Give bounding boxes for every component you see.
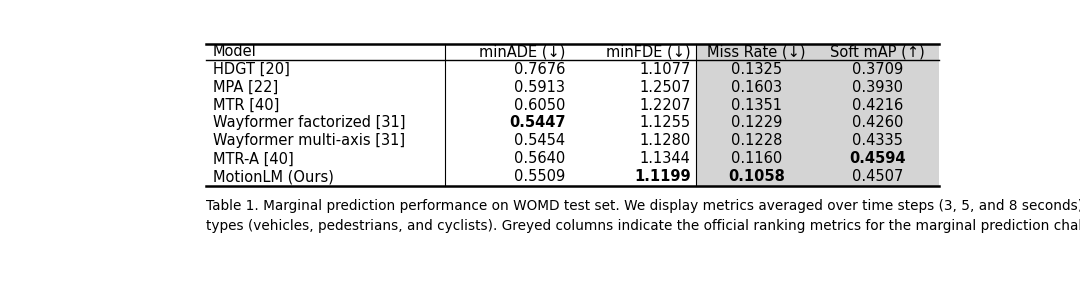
- Text: 0.3709: 0.3709: [852, 62, 904, 77]
- Text: MotionLM (Ours): MotionLM (Ours): [213, 169, 334, 184]
- Text: 1.1255: 1.1255: [639, 116, 691, 131]
- Text: 0.4260: 0.4260: [852, 116, 904, 131]
- Text: Model: Model: [213, 44, 257, 60]
- Text: 0.1351: 0.1351: [731, 98, 782, 113]
- Text: 0.1228: 0.1228: [731, 133, 782, 148]
- Text: 0.1160: 0.1160: [731, 151, 782, 166]
- Text: Wayformer multi-axis [31]: Wayformer multi-axis [31]: [213, 133, 405, 148]
- Text: 0.5509: 0.5509: [514, 169, 565, 184]
- Text: 1.1199: 1.1199: [634, 169, 691, 184]
- Text: Miss Rate (↓): Miss Rate (↓): [707, 44, 806, 60]
- Text: 0.1058: 0.1058: [728, 169, 785, 184]
- Text: 1.2207: 1.2207: [639, 98, 691, 113]
- Text: MPA [22]: MPA [22]: [213, 80, 278, 94]
- Text: 0.5913: 0.5913: [514, 80, 565, 94]
- Text: MTR-A [40]: MTR-A [40]: [213, 151, 294, 166]
- Text: 0.1229: 0.1229: [731, 116, 782, 131]
- Text: Table 1. Marginal prediction performance on WOMD test set. We display metrics av: Table 1. Marginal prediction performance…: [206, 199, 1080, 233]
- Text: 0.5447: 0.5447: [509, 116, 565, 131]
- Text: 1.1077: 1.1077: [639, 62, 691, 77]
- Text: 0.4507: 0.4507: [852, 169, 904, 184]
- Text: Wayformer factorized [31]: Wayformer factorized [31]: [213, 116, 405, 131]
- Text: minADE (↓): minADE (↓): [478, 44, 565, 60]
- Text: 0.6050: 0.6050: [514, 98, 565, 113]
- Text: 0.1325: 0.1325: [731, 62, 782, 77]
- Text: 1.2507: 1.2507: [639, 80, 691, 94]
- Text: 0.4594: 0.4594: [850, 151, 906, 166]
- Text: HDGT [20]: HDGT [20]: [213, 62, 289, 77]
- Text: MTR [40]: MTR [40]: [213, 98, 280, 113]
- Text: 0.1603: 0.1603: [731, 80, 782, 94]
- Text: 0.5640: 0.5640: [514, 151, 565, 166]
- Text: 0.4216: 0.4216: [852, 98, 904, 113]
- Text: Soft mAP (↑): Soft mAP (↑): [831, 44, 926, 60]
- Text: minFDE (↓): minFDE (↓): [606, 44, 691, 60]
- Text: 0.3930: 0.3930: [852, 80, 903, 94]
- Text: 0.4335: 0.4335: [852, 133, 903, 148]
- Text: 1.1344: 1.1344: [639, 151, 691, 166]
- Text: 0.5454: 0.5454: [514, 133, 565, 148]
- Text: 0.7676: 0.7676: [514, 62, 565, 77]
- Text: 1.1280: 1.1280: [639, 133, 691, 148]
